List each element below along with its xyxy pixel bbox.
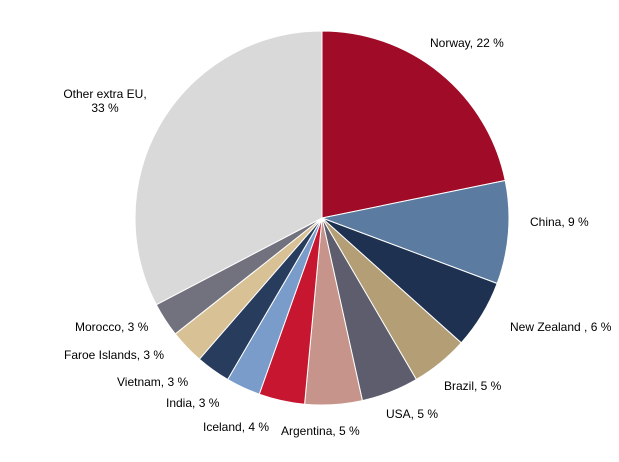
slice-label-line: Faroe Islands, 3 % [64,348,164,362]
slice-label-vietnam-3: Vietnam, 3 % [117,375,188,389]
slice-label-norway-22: Norway, 22 % [430,36,504,50]
slice-label-line: Iceland, 4 % [203,420,269,434]
slice-label-line: Morocco, 3 % [75,320,149,334]
pie-labels: Norway, 22 % China, 9 % New Zealand , 6 % B… [63,36,611,438]
slice-label-china-9: China, 9 % [530,215,589,229]
slice-label-new-zealand-6: New Zealand , 6 % [510,320,612,334]
slice-label-line: New Zealand , 6 % [510,320,612,334]
slice-label-line: China, 9 % [530,215,589,229]
pie-slice-norway-22 [321,30,506,219]
slice-label-usa-5: USA, 5 % [386,407,438,421]
slice-label-line: Vietnam, 3 % [117,375,188,389]
slice-label-india-3: India, 3 % [166,396,220,410]
slice-label-line: Other extra EU, [63,87,146,101]
pie-slices [134,30,510,406]
pie-slice-other-extra-eu [134,30,323,306]
slice-label-other-extra-eu: Other extra EU, 33 % [63,87,146,115]
slice-label-line: 33 % [91,101,119,115]
slice-label-line: India, 3 % [166,396,220,410]
slice-label-line: Argentina, 5 % [281,424,360,438]
slice-label-iceland-4: Iceland, 4 % [203,420,269,434]
slice-label-argentina-5: Argentina, 5 % [281,424,360,438]
slice-label-faroe-islands-3: Faroe Islands, 3 % [64,348,164,362]
slice-label-brazil-5: Brazil, 5 % [444,379,502,393]
slice-label-line: USA, 5 % [386,407,438,421]
slice-label-line: Brazil, 5 % [444,379,502,393]
slice-label-morocco-3: Morocco, 3 % [75,320,149,334]
pie-slice-china-9 [320,179,510,285]
slice-label-line: Norway, 22 % [430,36,504,50]
